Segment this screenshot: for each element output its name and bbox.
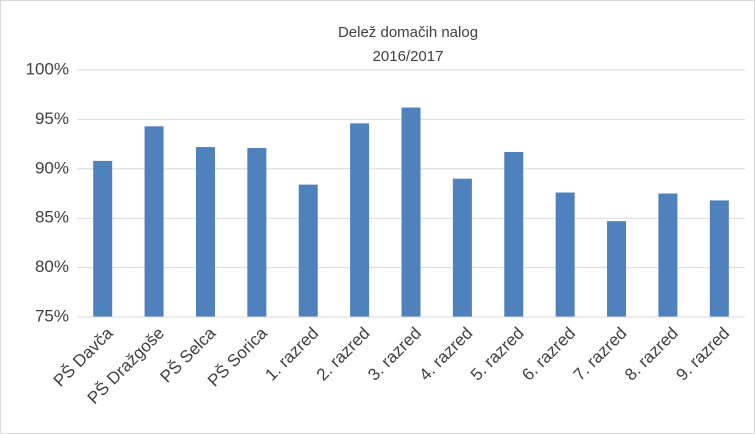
chart-title: Delež domačih nalog [338, 24, 478, 41]
y-tick-label: 80% [35, 257, 69, 276]
bar [607, 221, 627, 317]
bar [555, 192, 575, 317]
y-tick-label: 85% [35, 208, 69, 227]
bar [93, 160, 113, 317]
bar [195, 147, 215, 317]
bar [452, 178, 472, 317]
chart-subtitle: 2016/2017 [373, 48, 444, 65]
bar [144, 126, 164, 317]
bar [504, 152, 524, 317]
bar [247, 148, 267, 317]
bar [350, 123, 370, 318]
bar [658, 193, 678, 317]
bar [401, 107, 421, 317]
y-tick-label: 90% [35, 158, 69, 177]
bar [709, 200, 729, 317]
y-tick-label: 95% [35, 109, 69, 128]
y-tick-label: 75% [35, 306, 69, 325]
y-tick-label: 100% [26, 59, 69, 78]
bar [298, 184, 318, 317]
